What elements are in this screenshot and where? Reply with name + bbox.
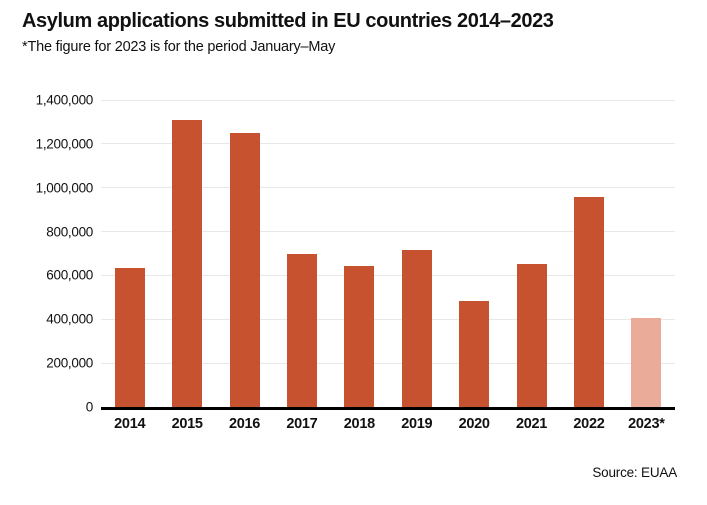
x-axis-tick-label: 2023* bbox=[628, 416, 665, 432]
bar-slot bbox=[388, 100, 445, 407]
y-axis-tick-label: 1,400,000 bbox=[35, 92, 94, 108]
x-axis-tick-label: 2014 bbox=[114, 416, 146, 432]
plot-area bbox=[101, 99, 675, 410]
y-axis-tick-label: 800,000 bbox=[46, 224, 93, 240]
bar-2023 bbox=[631, 318, 662, 407]
x-axis-tick-label: 2017 bbox=[286, 416, 318, 432]
bar-2017 bbox=[286, 253, 317, 407]
bar-slot bbox=[503, 100, 560, 407]
y-axis-tick-label: 1,000,000 bbox=[35, 180, 94, 196]
bar-slot bbox=[216, 100, 273, 407]
y-axis-tick-label: 1,200,000 bbox=[35, 136, 94, 152]
bar-2021 bbox=[516, 264, 547, 407]
x-axis-tick-label: 2019 bbox=[401, 416, 433, 432]
gridline bbox=[101, 274, 675, 276]
x-axis-tick-label: 2022 bbox=[573, 416, 605, 432]
gridline bbox=[101, 231, 675, 233]
bar-slot bbox=[331, 100, 388, 407]
gridline bbox=[101, 143, 675, 145]
bar-2020 bbox=[459, 300, 490, 407]
bar-slot bbox=[101, 100, 158, 407]
bar-2016 bbox=[229, 132, 260, 407]
y-axis-tick-label: 200,000 bbox=[46, 355, 93, 371]
bar-slot bbox=[158, 100, 215, 407]
x-axis-tick-label: 2020 bbox=[458, 416, 490, 432]
gridline bbox=[101, 362, 675, 364]
bar-slot bbox=[560, 100, 617, 407]
bar-2018 bbox=[344, 265, 375, 407]
bar-2019 bbox=[401, 250, 432, 407]
y-axis-tick-label: 600,000 bbox=[46, 267, 93, 283]
bar-slot bbox=[618, 100, 675, 407]
y-axis: 0 200,000 400,000 600,000 800,000 1,000,000 1,… bbox=[0, 93, 94, 415]
gridline bbox=[101, 99, 675, 101]
bar-slot bbox=[273, 100, 330, 407]
bar-2015 bbox=[172, 119, 203, 407]
y-axis-tick-label: 0 bbox=[85, 399, 94, 415]
x-axis-tick-label: 2015 bbox=[171, 416, 203, 432]
bar-2014 bbox=[114, 267, 145, 407]
x-axis-tick-label: 2016 bbox=[228, 416, 261, 432]
gridline bbox=[101, 187, 675, 189]
source-label: Source: EUAA bbox=[592, 465, 677, 480]
bar-slot bbox=[445, 100, 502, 407]
x-axis: 2014 2015 2016 2017 2018 2019 2020 2021 2022 2023… bbox=[101, 416, 675, 432]
x-axis-tick-label: 2018 bbox=[343, 416, 375, 432]
y-axis-tick-label: 400,000 bbox=[46, 311, 93, 327]
x-axis-tick-label: 2021 bbox=[516, 416, 548, 432]
chart-subtitle: *The figure for 2023 is for the period J… bbox=[22, 39, 336, 55]
chart-title: Asylum applications submitted in EU coun… bbox=[22, 10, 554, 32]
bar-2022 bbox=[573, 196, 604, 407]
gridline bbox=[101, 318, 675, 320]
bars-container bbox=[101, 100, 675, 407]
